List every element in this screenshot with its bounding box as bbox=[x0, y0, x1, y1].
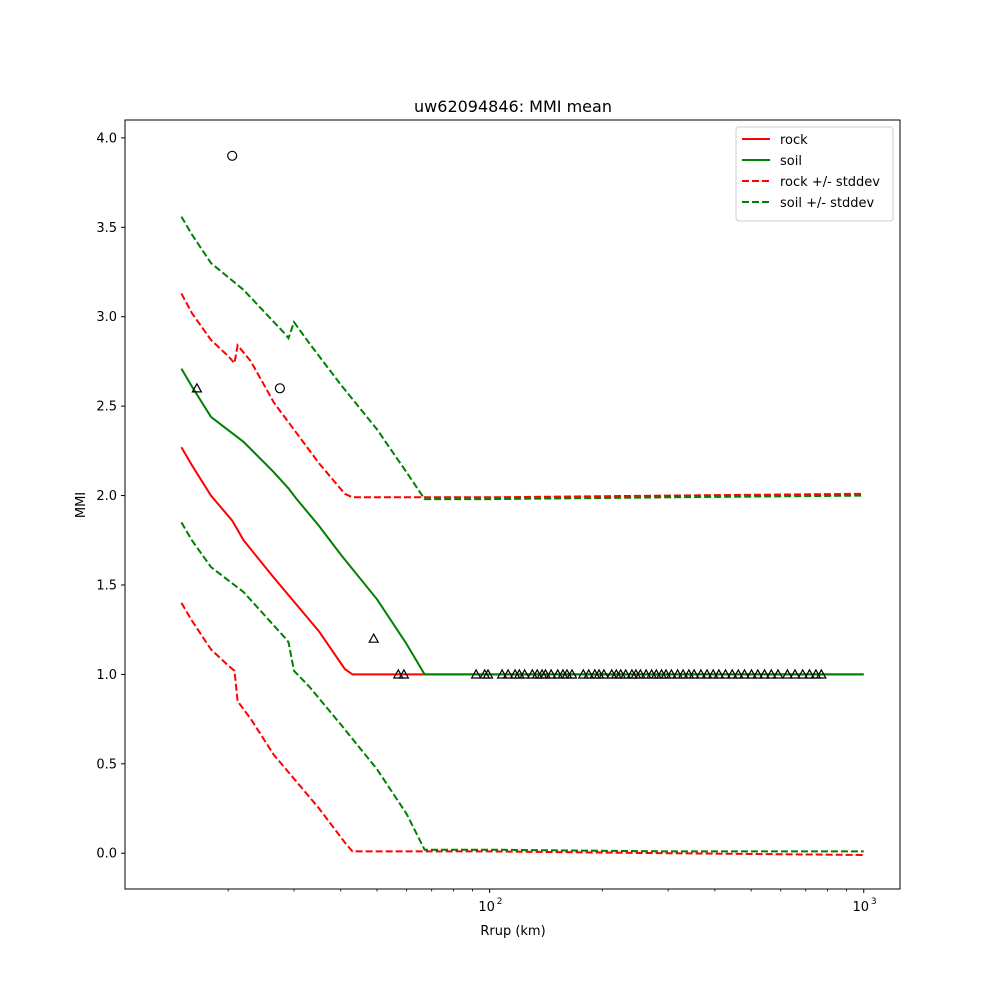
observation-triangle bbox=[810, 668, 822, 679]
observation-triangle bbox=[665, 668, 677, 679]
observation-triangle bbox=[470, 668, 482, 679]
legend-label: soil +/- stddev bbox=[780, 196, 875, 211]
observation-triangle bbox=[719, 668, 732, 679]
observation-triangle bbox=[598, 668, 610, 679]
observation-triangle bbox=[688, 668, 700, 679]
observation-circle bbox=[227, 150, 238, 161]
series-line-4 bbox=[180, 602, 864, 856]
observation-circle bbox=[274, 383, 285, 394]
observation-triangle bbox=[566, 668, 578, 679]
observation-triangle bbox=[745, 668, 758, 679]
x-tick-exponent: 3 bbox=[871, 897, 877, 907]
observation-triangle bbox=[539, 668, 552, 679]
legend-label: soil bbox=[780, 154, 802, 169]
legend-box bbox=[735, 126, 894, 222]
y-tick-label: 3.0 bbox=[96, 310, 117, 325]
y-axis-label: MMI bbox=[74, 492, 89, 518]
observation-triangle bbox=[392, 668, 404, 679]
x-tick-exponent: 2 bbox=[497, 897, 503, 907]
observation-triangle bbox=[583, 668, 595, 679]
observation-triangle bbox=[545, 668, 557, 679]
legend-label: rock +/- stddev bbox=[780, 175, 880, 190]
y-tick-label: 1.0 bbox=[96, 668, 117, 683]
x-tick-label: 10 bbox=[852, 900, 869, 915]
observation-triangle bbox=[815, 668, 827, 679]
axis-ticks: 0.00.51.01.52.02.53.03.54.010 2 10 3 bbox=[96, 131, 876, 915]
observation-triangle bbox=[496, 668, 508, 679]
observation-triangle bbox=[683, 668, 695, 679]
y-tick-label: 2.0 bbox=[96, 489, 117, 504]
observation-triangle bbox=[707, 668, 719, 679]
series-line-2 bbox=[180, 293, 864, 499]
observation-triangle bbox=[738, 668, 751, 679]
observation-triangle bbox=[640, 668, 652, 679]
observation-triangle bbox=[552, 668, 564, 679]
observation-triangle bbox=[695, 668, 707, 679]
plot-frame bbox=[124, 119, 901, 890]
y-tick-label: 1.5 bbox=[96, 578, 117, 593]
observation-triangle bbox=[620, 668, 632, 679]
observation-triangle bbox=[701, 668, 713, 679]
observation-triangle bbox=[672, 668, 684, 679]
observation-triangle bbox=[513, 668, 525, 679]
observation-triangle bbox=[758, 668, 771, 679]
observation-triangle bbox=[772, 668, 784, 679]
plot-area bbox=[180, 216, 864, 856]
observation-triangle bbox=[660, 668, 672, 679]
observation-triangle bbox=[803, 668, 816, 679]
observation-triangle bbox=[797, 668, 809, 679]
series-line-3 bbox=[180, 216, 864, 501]
y-tick-label: 2.5 bbox=[96, 400, 117, 415]
legend: rock soil rock +/- stddev soil +/- stddev bbox=[735, 126, 894, 222]
observation-triangle bbox=[789, 668, 801, 679]
observation-triangle bbox=[577, 668, 589, 679]
y-tick-label: 0.0 bbox=[96, 847, 117, 862]
observation-triangle bbox=[634, 668, 646, 679]
observations bbox=[191, 150, 827, 679]
observation-triangle bbox=[482, 668, 494, 679]
y-tick-label: 0.5 bbox=[96, 757, 117, 772]
observation-triangle bbox=[502, 668, 514, 679]
y-tick-label: 3.5 bbox=[96, 221, 117, 236]
x-tick-label: 10 bbox=[478, 900, 495, 915]
observation-triangle bbox=[677, 668, 689, 679]
observation-triangle bbox=[713, 668, 725, 679]
y-tick-label: 4.0 bbox=[96, 131, 117, 146]
observation-triangle bbox=[519, 668, 531, 679]
observation-triangle bbox=[752, 668, 764, 679]
observation-triangle bbox=[781, 668, 793, 679]
legend-label: rock bbox=[780, 133, 808, 148]
series-line-1 bbox=[180, 368, 864, 676]
observation-triangle bbox=[732, 668, 744, 679]
chart-title: uw62094846: MMI mean bbox=[414, 97, 612, 116]
observation-triangle bbox=[650, 668, 662, 679]
observation-triangle bbox=[765, 668, 777, 679]
series-line-5 bbox=[180, 521, 864, 853]
observation-triangle bbox=[191, 382, 203, 393]
x-axis-label: Rrup (km) bbox=[480, 924, 545, 939]
observation-triangle bbox=[398, 668, 410, 679]
series-line-0 bbox=[180, 446, 864, 676]
observation-triangle bbox=[726, 668, 738, 679]
observation-triangle bbox=[368, 632, 380, 643]
